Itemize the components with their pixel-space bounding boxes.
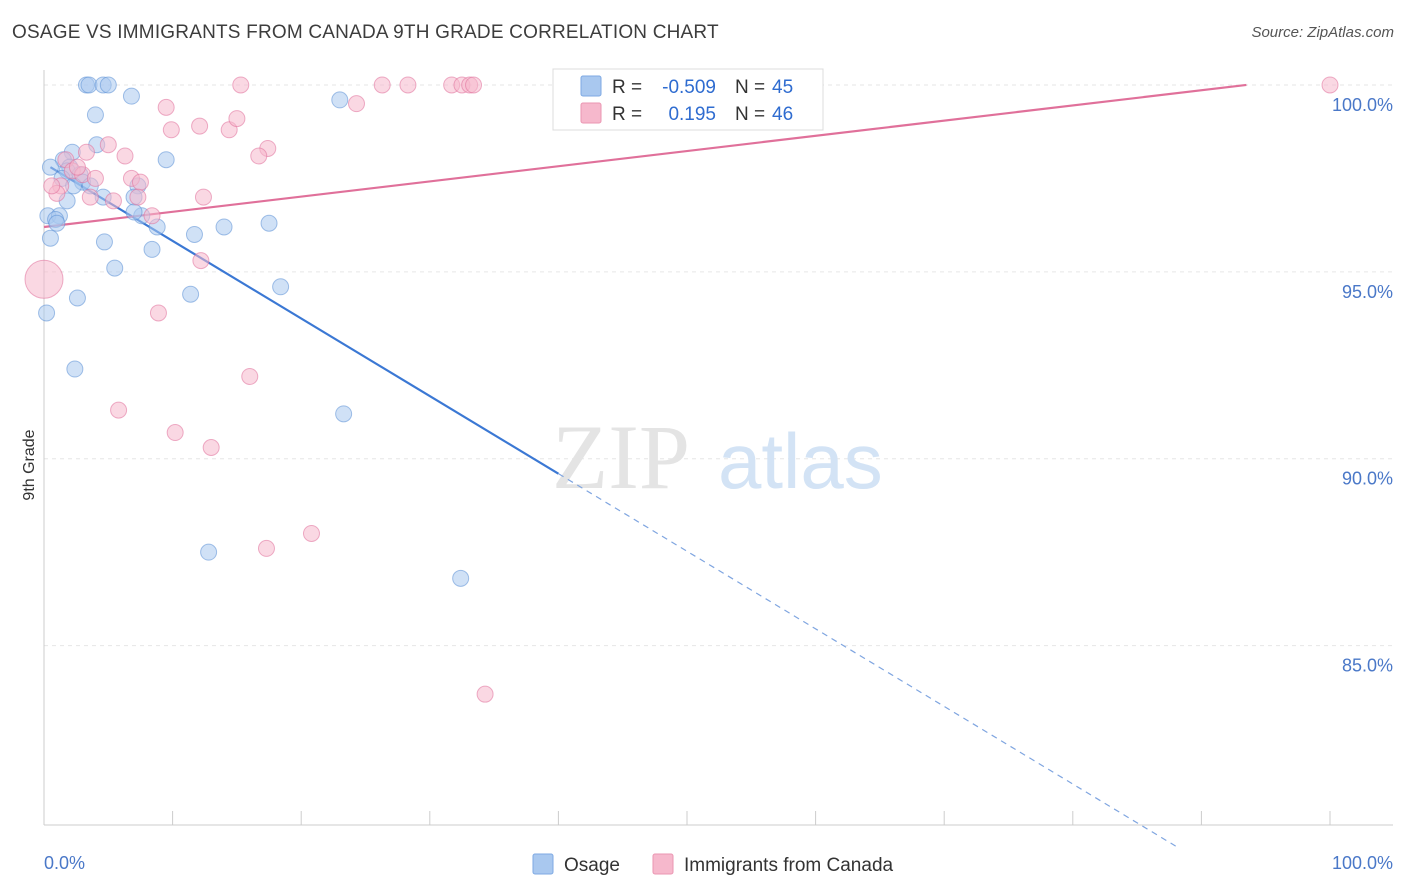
stats-swatch-canada: [580, 102, 602, 124]
x-tick-label-start: 0.0%: [44, 853, 85, 873]
osage-point-43: [125, 203, 143, 221]
osage-point-40: [335, 405, 353, 423]
canada-point-30: [194, 188, 212, 206]
stats-n-value-canada: 46: [772, 104, 793, 125]
canada-point-15: [162, 121, 180, 139]
canada-point-34: [192, 252, 210, 270]
data-points: [24, 76, 1339, 703]
legend-label-osage: Osage: [564, 855, 620, 876]
stats-n-label-osage: N =: [735, 77, 765, 98]
canada-point-23: [86, 169, 104, 187]
canada-point-36: [241, 367, 259, 385]
canada-point-6: [465, 76, 483, 94]
osage-point-31: [41, 229, 59, 247]
osage-point-4: [122, 87, 140, 105]
canada-point-25: [131, 173, 149, 191]
canada-point-2: [399, 76, 417, 94]
canada-point-39: [202, 439, 220, 456]
canada-point-37: [110, 401, 128, 419]
stats-n-value-osage: 45: [772, 77, 793, 98]
canada-point-45: [68, 158, 86, 176]
legend-swatch-canada: [652, 853, 674, 875]
canada-point-41: [257, 539, 275, 557]
y-axis-label: 9th Grade: [21, 429, 38, 500]
stats-r-value-osage: -0.509: [662, 77, 716, 98]
canada-point-33: [24, 259, 64, 299]
canada-point-40: [302, 524, 320, 542]
watermark-atlas: atlas: [718, 417, 883, 505]
canada-point-29: [129, 188, 147, 206]
canada-point-31: [104, 192, 122, 210]
canada-point-14: [228, 110, 246, 128]
canada-point-17: [250, 147, 268, 165]
osage-point-26: [48, 214, 66, 232]
osage-point-30: [185, 225, 203, 243]
stats-box: R = -0.509 N = 45 R = 0.195 N = 46: [552, 68, 824, 131]
osage-point-1: [80, 76, 98, 94]
osage-point-36: [68, 289, 86, 307]
canada-point-1: [373, 76, 391, 94]
osage-point-11: [41, 158, 59, 176]
x-tick-label-end: 100.0%: [1332, 853, 1393, 873]
osage-point-34: [106, 259, 124, 277]
axes: [43, 70, 1393, 826]
canada-point-42: [476, 685, 494, 703]
canada-trend-line: [43, 83, 1247, 229]
osage-point-10: [157, 151, 175, 169]
stats-r-label-osage: R =: [612, 77, 642, 98]
osage-point-33: [143, 240, 161, 258]
canada-point-35: [149, 304, 167, 322]
y-tick-labels: 100.0% 95.0% 90.0% 85.0%: [1332, 95, 1393, 676]
osage-point-41: [200, 543, 218, 561]
stats-swatch-osage: [580, 75, 602, 97]
canada-point-43: [43, 177, 61, 195]
osage-point-39: [66, 360, 84, 378]
osage-point-6: [86, 106, 104, 124]
canada-point-38: [166, 424, 184, 442]
canada-point-44: [99, 136, 117, 154]
canada-point-12: [191, 117, 209, 135]
stats-r-value-canada: 0.195: [668, 104, 716, 125]
osage-point-29: [260, 214, 278, 232]
chart-title: OSAGE VS IMMIGRANTS FROM CANADA 9TH GRAD…: [12, 22, 719, 43]
legend: Osage Immigrants from Canada: [532, 853, 894, 876]
source-credit: Source: ZipAtlas.com: [1251, 24, 1394, 41]
canada-point-19: [116, 147, 134, 165]
canada-point-28: [81, 188, 99, 206]
osage-point-38: [38, 304, 56, 322]
x-tick-labels: 0.0% 100.0%: [44, 853, 1393, 873]
osage-point-3: [99, 76, 117, 94]
legend-swatch-osage: [532, 853, 554, 875]
osage-point-35: [272, 278, 290, 296]
legend-label-canada: Immigrants from Canada: [684, 855, 894, 876]
y-tick-label-3: 85.0%: [1342, 656, 1393, 676]
grid-lines: [44, 84, 1393, 647]
stats-r-label-canada: R =: [612, 104, 642, 125]
canada-point-32: [143, 207, 161, 225]
osage-point-28: [215, 218, 233, 236]
osage-point-37: [182, 285, 200, 303]
canada-point-10: [347, 95, 365, 113]
canada-point-18: [77, 143, 95, 161]
watermark: ZIP atlas: [552, 406, 883, 508]
y-tick-label-1: 95.0%: [1342, 282, 1393, 302]
osage-trend-extension: [558, 473, 1176, 847]
osage-point-32: [95, 233, 113, 251]
canada-point-9: [1321, 76, 1339, 94]
canada-point-11: [157, 98, 175, 116]
canada-point-0: [232, 76, 250, 94]
y-tick-label-2: 90.0%: [1342, 469, 1393, 489]
osage-point-42: [452, 569, 470, 587]
y-tick-label-0: 100.0%: [1332, 95, 1393, 115]
stats-n-label-canada: N =: [735, 104, 765, 125]
watermark-zip: ZIP: [552, 406, 690, 508]
osage-point-5: [331, 91, 349, 109]
